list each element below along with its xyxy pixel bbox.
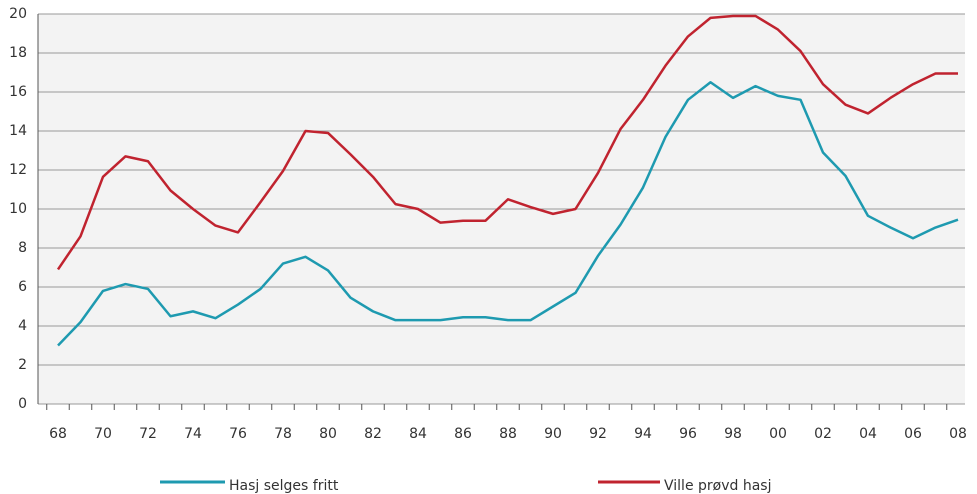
y-tick-label: 18 bbox=[9, 45, 27, 61]
series-line bbox=[56, 14, 958, 271]
x-tick-label: 84 bbox=[409, 426, 427, 442]
y-tick-label: 0 bbox=[18, 396, 27, 412]
x-tick-label: 04 bbox=[859, 426, 877, 442]
x-tick-label: 80 bbox=[319, 426, 337, 442]
x-tick-label: 02 bbox=[814, 426, 832, 442]
legend-label: Ville prøvd hasj bbox=[664, 478, 771, 494]
series-line bbox=[57, 81, 959, 347]
x-tick-label: 74 bbox=[184, 426, 202, 442]
y-tick-label: 2 bbox=[18, 357, 27, 373]
x-tick-label: 68 bbox=[49, 426, 67, 442]
y-tick-label: 6 bbox=[18, 279, 27, 295]
x-tick-label: 76 bbox=[229, 426, 247, 442]
y-tick-label: 16 bbox=[9, 84, 27, 100]
x-tick-label: 06 bbox=[904, 426, 922, 442]
y-tick-label: 10 bbox=[9, 201, 27, 217]
x-tick-label: 94 bbox=[634, 426, 652, 442]
y-tick-label: 8 bbox=[18, 240, 27, 256]
x-tick-label: 96 bbox=[679, 426, 697, 442]
x-tick-label: 00 bbox=[769, 426, 787, 442]
x-tick-label: 70 bbox=[94, 426, 112, 442]
x-tick-label: 88 bbox=[499, 426, 517, 442]
x-tick-label: 82 bbox=[364, 426, 382, 442]
y-tick-label: 12 bbox=[9, 162, 27, 178]
x-tick-label: 98 bbox=[724, 426, 742, 442]
legend-label: Hasj selges fritt bbox=[229, 478, 339, 494]
x-tick-label: 90 bbox=[544, 426, 562, 442]
y-tick-label: 20 bbox=[9, 6, 27, 22]
x-tick-label: 72 bbox=[139, 426, 157, 442]
x-tick-label: 86 bbox=[454, 426, 472, 442]
x-tick-label: 92 bbox=[589, 426, 607, 442]
y-tick-label: 4 bbox=[18, 318, 27, 334]
y-tick-label: 14 bbox=[9, 123, 27, 139]
x-tick-label: 08 bbox=[949, 426, 967, 442]
x-tick-label: 78 bbox=[274, 426, 292, 442]
